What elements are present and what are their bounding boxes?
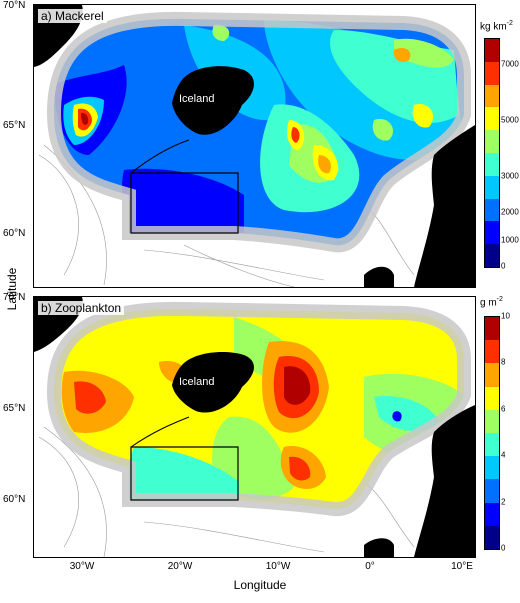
colorbar-a-tick: 0 xyxy=(501,261,506,271)
colorbar-b-tick: 6 xyxy=(501,404,506,414)
colorbar-segment xyxy=(485,432,499,457)
zooplankton-map-svg xyxy=(34,297,475,557)
survey-boundary-a xyxy=(46,11,471,253)
colorbar-segment xyxy=(485,409,499,433)
x-axis-title: Longitude xyxy=(233,578,287,592)
survey-boundary-b xyxy=(46,301,471,516)
colorbar-a-tick: 7000 xyxy=(501,59,519,69)
zooplankton-map-panel: b) Zooplankton Iceland xyxy=(33,296,476,558)
colorbar-a-tick: 2000 xyxy=(501,207,519,217)
zooplankton-density-field xyxy=(54,308,464,510)
colorbar-a-tick: 5000 xyxy=(501,115,519,125)
colorbar-segment xyxy=(485,363,499,387)
colorbar-segment xyxy=(485,244,499,267)
colorbar-segment xyxy=(485,152,499,176)
study-transect-a xyxy=(130,139,190,174)
colorbar-a-unit: kg km-2 xyxy=(480,20,513,33)
y-tick-a-65: 65°N xyxy=(3,120,26,131)
colorbar-segment xyxy=(485,39,499,62)
study-transect-b xyxy=(130,416,190,448)
x-tick-10w: 10°W xyxy=(265,561,291,572)
mackerel-map-svg xyxy=(34,5,475,287)
colorbar-segment xyxy=(485,84,499,108)
colorbar-b xyxy=(484,316,500,550)
y-tick-a-60: 60°N xyxy=(3,228,26,239)
panel-a-label: a) Mackerel xyxy=(38,9,107,23)
y-tick-b-60: 60°N xyxy=(3,494,26,505)
x-tick-20w: 20°W xyxy=(167,561,193,572)
x-tick-30w: 30°W xyxy=(69,561,95,572)
colorbar-segment xyxy=(485,107,499,131)
colorbar-b-unit: g m-2 xyxy=(480,296,503,309)
colorbar-segment xyxy=(485,525,499,549)
y-tick-b-70: 70°N xyxy=(3,292,26,303)
colorbar-segment xyxy=(485,61,499,85)
panel-b-label: b) Zooplankton xyxy=(38,301,125,315)
x-tick-10e: 10°E xyxy=(451,561,473,572)
colorbar-segment xyxy=(485,198,499,222)
colorbar-segment xyxy=(485,502,499,526)
colorbar-segment xyxy=(485,386,499,410)
y-tick-a-70: 70°N xyxy=(3,0,26,11)
colorbar-b-tick: 4 xyxy=(501,450,506,460)
study-area-box-a xyxy=(130,172,239,234)
colorbar-segment xyxy=(485,479,499,503)
land-masses-b xyxy=(34,297,475,557)
mackerel-density-field xyxy=(54,18,464,246)
colorbar-a-tick: 1000 xyxy=(501,235,519,245)
colorbar-segment xyxy=(485,221,499,245)
colorbar-segment xyxy=(485,317,499,341)
y-tick-b-65: 65°N xyxy=(3,403,26,414)
colorbar-segment xyxy=(485,340,499,364)
x-tick-0: 0° xyxy=(365,561,375,572)
iceland-label-b: Iceland xyxy=(179,376,215,388)
iceland-label-a: Iceland xyxy=(179,93,215,105)
colorbar-b-tick: 10 xyxy=(501,311,510,321)
study-area-box-b xyxy=(130,446,239,501)
mackerel-map-panel: a) Mackerel Iceland xyxy=(33,4,476,288)
colorbar-a xyxy=(484,38,500,268)
colorbar-b-tick: 8 xyxy=(501,357,506,367)
colorbar-b-tick: 0 xyxy=(501,543,506,553)
colorbar-segment xyxy=(485,456,499,480)
colorbar-segment xyxy=(485,175,499,199)
colorbar-b-tick: 2 xyxy=(501,497,506,507)
colorbar-a-tick: 3000 xyxy=(501,171,519,181)
y-axis-title: Latitude xyxy=(5,267,19,311)
colorbar-segment xyxy=(485,130,499,153)
